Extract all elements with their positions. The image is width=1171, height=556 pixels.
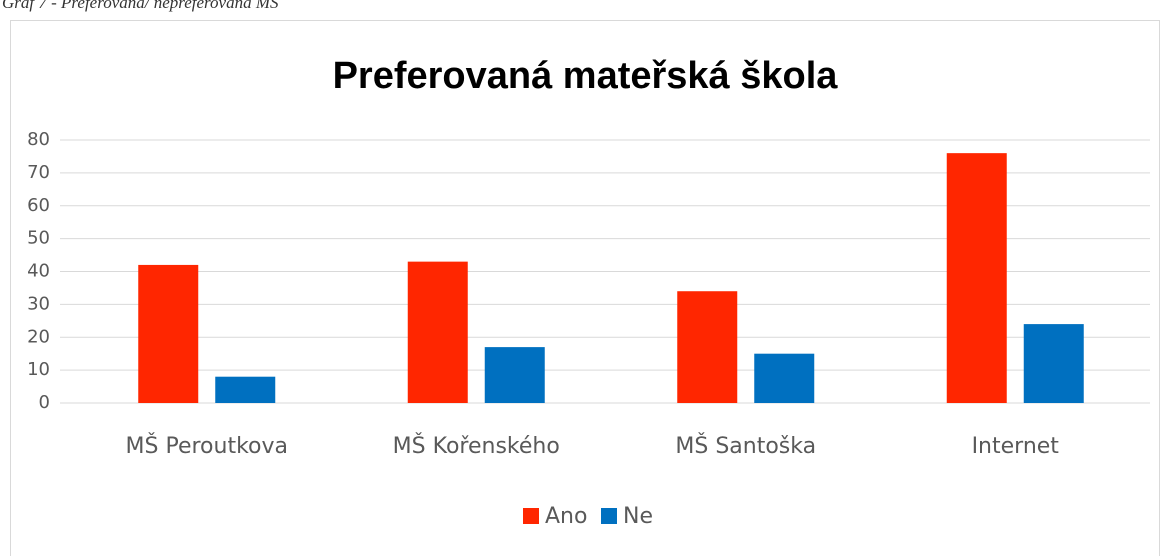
y-tick-label: 50 xyxy=(27,228,50,249)
y-tick-label: 10 xyxy=(27,359,50,380)
y-tick-label: 40 xyxy=(27,261,50,282)
y-tick-label: 30 xyxy=(27,293,50,314)
bar xyxy=(946,153,1007,403)
legend-swatch xyxy=(601,508,617,524)
bar xyxy=(215,376,276,403)
caption: Graf 7 - Preferovaná/ nepreferovaná MŠ xyxy=(2,0,279,12)
legend-label: Ano xyxy=(545,504,587,529)
bar xyxy=(677,291,738,403)
y-tick-label: 20 xyxy=(27,326,50,347)
y-tick-label: 70 xyxy=(27,162,50,183)
bar xyxy=(1023,324,1084,403)
bar xyxy=(754,353,815,403)
y-tick-label: 0 xyxy=(39,392,50,413)
x-tick-label: MŠ Kořenského xyxy=(393,433,560,459)
x-tick-label: MŠ Peroutkova xyxy=(126,433,288,459)
x-tick-label: MŠ Santoška xyxy=(675,433,816,459)
y-tick-label: 60 xyxy=(27,195,50,216)
bar xyxy=(138,264,199,403)
legend-swatch xyxy=(523,508,539,524)
legend-label: Ne xyxy=(623,504,653,529)
bar xyxy=(484,347,545,403)
x-tick-label: Internet xyxy=(972,434,1060,459)
bar xyxy=(407,261,468,403)
y-tick-label: 80 xyxy=(27,129,50,150)
chart-title: Preferovaná mateřská škola xyxy=(333,55,839,97)
